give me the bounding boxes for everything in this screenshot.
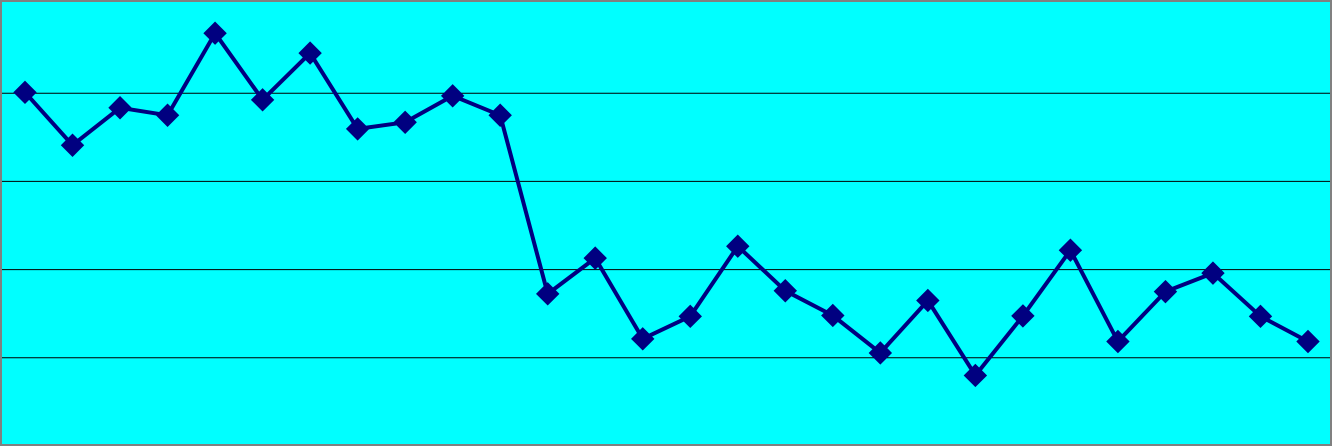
data-point-20 bbox=[916, 288, 940, 313]
data-point-15 bbox=[678, 304, 702, 329]
data-point-22 bbox=[1011, 304, 1035, 328]
gridlines bbox=[2, 92, 1330, 359]
series-line-1 bbox=[23, 31, 1309, 378]
data-point-6 bbox=[250, 88, 275, 112]
data-point-23 bbox=[1058, 238, 1083, 262]
data-point-10 bbox=[440, 84, 465, 108]
data-point-11 bbox=[488, 103, 512, 127]
data-point-28 bbox=[1296, 329, 1320, 354]
data-point-18 bbox=[821, 303, 845, 328]
data-point-27 bbox=[1248, 304, 1273, 329]
data-markers bbox=[13, 21, 1320, 388]
data-point-25 bbox=[1153, 279, 1178, 304]
data-point-21 bbox=[963, 363, 988, 388]
data-point-7 bbox=[298, 41, 322, 65]
data-point-3 bbox=[108, 96, 132, 120]
data-point-14 bbox=[631, 327, 655, 351]
data-point-9 bbox=[393, 110, 417, 135]
series-line-group bbox=[23, 31, 1309, 378]
data-point-1 bbox=[13, 80, 37, 105]
data-point-4 bbox=[155, 103, 180, 127]
data-point-19 bbox=[868, 341, 893, 365]
data-point-2 bbox=[60, 133, 85, 157]
data-point-24 bbox=[1106, 329, 1130, 354]
data-point-13 bbox=[583, 246, 607, 270]
data-point-12 bbox=[535, 282, 560, 306]
data-point-5 bbox=[203, 21, 227, 45]
data-point-16 bbox=[726, 234, 750, 258]
data-point-26 bbox=[1201, 261, 1225, 285]
data-point-17 bbox=[773, 279, 798, 303]
data-point-8 bbox=[345, 117, 370, 141]
